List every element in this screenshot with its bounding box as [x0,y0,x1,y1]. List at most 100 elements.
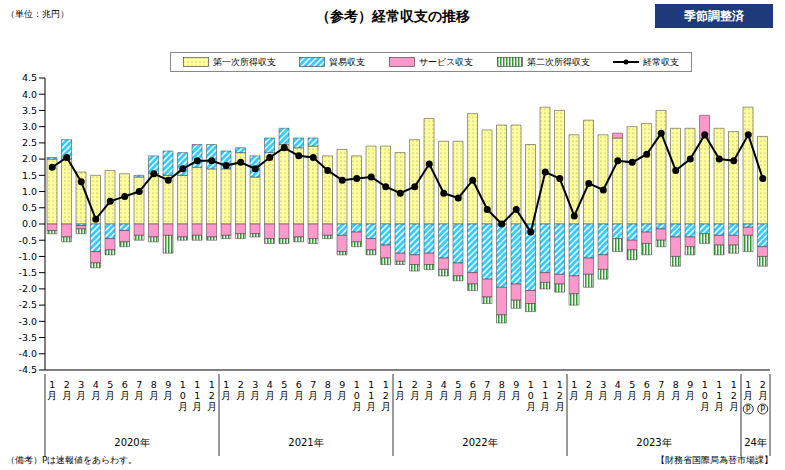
svg-text:6: 6 [470,379,476,390]
svg-text:1.0: 1.0 [22,186,37,197]
svg-text:月: 月 [642,390,652,401]
svg-text:4: 4 [615,379,621,390]
svg-text:2: 2 [238,379,244,390]
svg-text:8: 8 [151,379,157,390]
svg-text:月: 月 [700,401,710,412]
svg-text:月: 月 [540,401,550,412]
svg-text:月: 月 [120,390,130,401]
svg-text:月: 月 [207,401,217,412]
svg-text:8: 8 [499,379,505,390]
svg-text:6: 6 [296,379,302,390]
svg-text:1: 1 [542,390,548,401]
svg-text:3: 3 [78,379,84,390]
svg-text:月: 月 [453,390,463,401]
svg-text:月: 月 [584,390,594,401]
svg-text:月: 月 [337,390,347,401]
svg-text:月: 月 [178,401,188,412]
svg-text:7: 7 [658,379,664,390]
svg-text:月: 月 [685,390,695,401]
svg-text:2022年: 2022年 [462,437,497,448]
svg-text:1: 1 [209,379,215,390]
svg-text:8: 8 [325,379,331,390]
svg-text:2: 2 [586,379,592,390]
svg-text:月: 月 [439,390,449,401]
svg-text:1: 1 [383,379,389,390]
svg-text:月: 月 [758,390,768,401]
svg-text:3.5: 3.5 [22,105,37,116]
svg-text:月: 月 [729,401,739,412]
svg-text:月: 月 [352,401,362,412]
svg-text:月: 月 [656,390,666,401]
svg-text:1: 1 [745,379,751,390]
svg-text:5: 5 [107,379,113,390]
svg-text:1: 1 [354,379,360,390]
svg-text:P: P [760,405,765,414]
svg-text:8: 8 [673,379,679,390]
svg-text:月: 月 [221,390,231,401]
svg-text:1: 1 [368,390,374,401]
svg-text:1: 1 [731,379,737,390]
svg-text:2.5: 2.5 [22,137,37,148]
svg-text:月: 月 [279,390,289,401]
svg-text:月: 月 [627,390,637,401]
svg-text:月: 月 [555,401,565,412]
svg-text:月: 月 [308,390,318,401]
svg-text:1: 1 [716,379,722,390]
svg-text:2023年: 2023年 [636,437,671,448]
svg-text:5: 5 [281,379,287,390]
svg-text:月: 月 [47,390,57,401]
svg-text:0: 0 [354,390,360,401]
svg-text:2: 2 [760,379,766,390]
svg-text:月: 月 [598,390,608,401]
svg-text:月: 月 [613,390,623,401]
svg-text:7: 7 [310,379,316,390]
svg-text:月: 月 [743,390,753,401]
svg-text:1: 1 [368,379,374,390]
svg-text:月: 月 [105,390,115,401]
svg-text:月: 月 [468,390,478,401]
svg-text:1: 1 [49,379,55,390]
svg-text:月: 月 [91,390,101,401]
svg-text:2021年: 2021年 [288,437,323,448]
svg-text:6: 6 [644,379,650,390]
svg-text:1: 1 [528,379,534,390]
svg-text:月: 月 [511,390,521,401]
svg-text:月: 月 [76,390,86,401]
svg-text:0.0: 0.0 [22,218,37,229]
svg-text:3: 3 [252,379,258,390]
svg-text:4: 4 [441,379,447,390]
svg-text:3: 3 [600,379,606,390]
svg-text:月: 月 [323,390,333,401]
svg-text:月: 月 [671,390,681,401]
svg-text:1: 1 [180,379,186,390]
svg-text:2: 2 [731,390,737,401]
svg-text:0: 0 [528,390,534,401]
svg-text:7: 7 [136,379,142,390]
svg-text:2020年: 2020年 [114,437,149,448]
svg-text:3.0: 3.0 [22,121,37,132]
svg-text:-3.0: -3.0 [18,316,37,327]
svg-text:-1.5: -1.5 [18,267,37,278]
svg-text:1: 1 [194,379,200,390]
svg-text:0.5: 0.5 [22,202,37,213]
svg-text:4.5: 4.5 [22,72,37,83]
svg-text:月: 月 [366,401,376,412]
svg-text:1: 1 [397,379,403,390]
svg-text:0: 0 [702,390,708,401]
svg-text:9: 9 [687,379,693,390]
svg-text:月: 月 [62,390,72,401]
svg-text:5: 5 [629,379,635,390]
svg-text:月: 月 [395,390,405,401]
svg-text:P: P [746,405,751,414]
svg-text:1: 1 [702,379,708,390]
svg-text:月: 月 [482,390,492,401]
svg-text:-2.5: -2.5 [18,299,37,310]
svg-text:月: 月 [236,390,246,401]
svg-text:月: 月 [497,390,507,401]
svg-text:月: 月 [381,401,391,412]
svg-text:月: 月 [294,390,304,401]
svg-text:2: 2 [209,390,215,401]
svg-text:4: 4 [93,379,99,390]
svg-text:7: 7 [484,379,490,390]
svg-text:月: 月 [149,390,159,401]
